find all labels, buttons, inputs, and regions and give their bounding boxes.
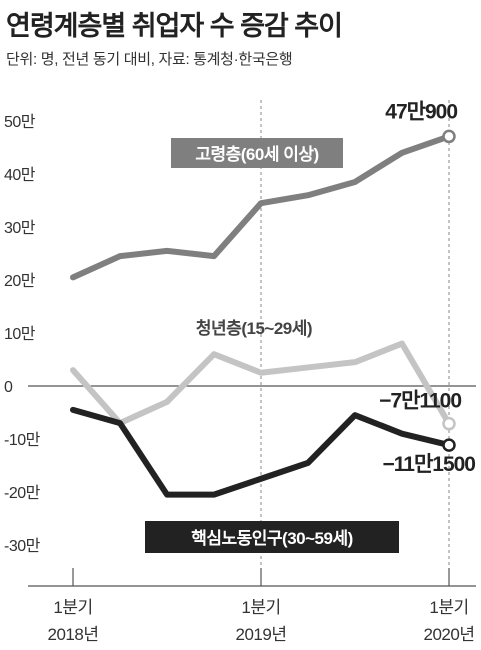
y-tick-label: -20만: [4, 484, 41, 502]
x-tick-label-year: 2020년: [424, 625, 475, 644]
series-line: [70, 406, 452, 498]
y-tick-label: -10만: [4, 431, 41, 449]
x-tick-label-year: 2018년: [48, 625, 99, 644]
x-tick-label-quarter: 1분기: [241, 598, 280, 617]
y-tick-label: 20만: [4, 272, 36, 290]
series-name-label: 고령층(60세 이상): [195, 144, 318, 164]
series-line: [70, 133, 452, 281]
series-end-value-label: −11만1500: [382, 453, 475, 476]
x-tick-label-quarter: 1분기: [429, 598, 468, 617]
series-name-box: [145, 521, 399, 553]
series-name-label: 청년층(15~29세): [196, 318, 312, 338]
unit-source-note: 단위: 명, 전년 동기 대비, 자료: 통계청·한국은행: [6, 51, 293, 68]
y-tick-label: 40만: [4, 166, 36, 184]
chart-title: 연령계층별 취업자 수 증감 추이: [6, 11, 343, 41]
x-tick-label-year: 2019년: [236, 625, 287, 644]
y-tick-label: 30만: [4, 219, 36, 237]
series-end-value-label: −7만1100: [379, 390, 461, 413]
y-tick-label: -30만: [4, 537, 41, 555]
x-tick-label-quarter: 1분기: [53, 598, 92, 617]
series-end-marker: [442, 438, 456, 452]
y-tick-label: 0: [4, 379, 13, 396]
y-tick-label: 10만: [4, 325, 36, 343]
series-end-marker: [442, 416, 456, 431]
series-name-box: [171, 138, 343, 168]
series-line: [70, 340, 452, 427]
series-end-marker: [442, 129, 456, 144]
y-tick-label: 50만: [4, 113, 36, 131]
series-end-value-label: 47만900: [385, 100, 457, 123]
series-name-label: 핵심노동인구(30~59세): [191, 529, 353, 548]
